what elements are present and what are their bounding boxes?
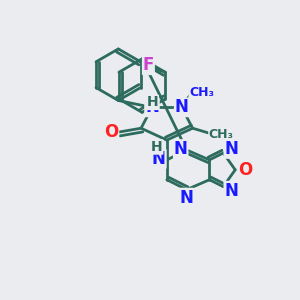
Text: CH₃: CH₃ (189, 86, 214, 99)
Text: N: N (152, 150, 166, 168)
Text: CH₃: CH₃ (209, 128, 234, 141)
Text: N: N (180, 189, 194, 207)
Text: H: H (147, 95, 158, 110)
Text: N: N (145, 98, 159, 116)
Text: N: N (224, 182, 238, 200)
Text: H: H (151, 140, 163, 154)
Text: N: N (174, 140, 188, 158)
Text: N: N (175, 98, 189, 116)
Text: N: N (224, 140, 238, 158)
Text: O: O (238, 161, 252, 179)
Text: O: O (104, 123, 118, 141)
Text: F: F (143, 56, 154, 74)
